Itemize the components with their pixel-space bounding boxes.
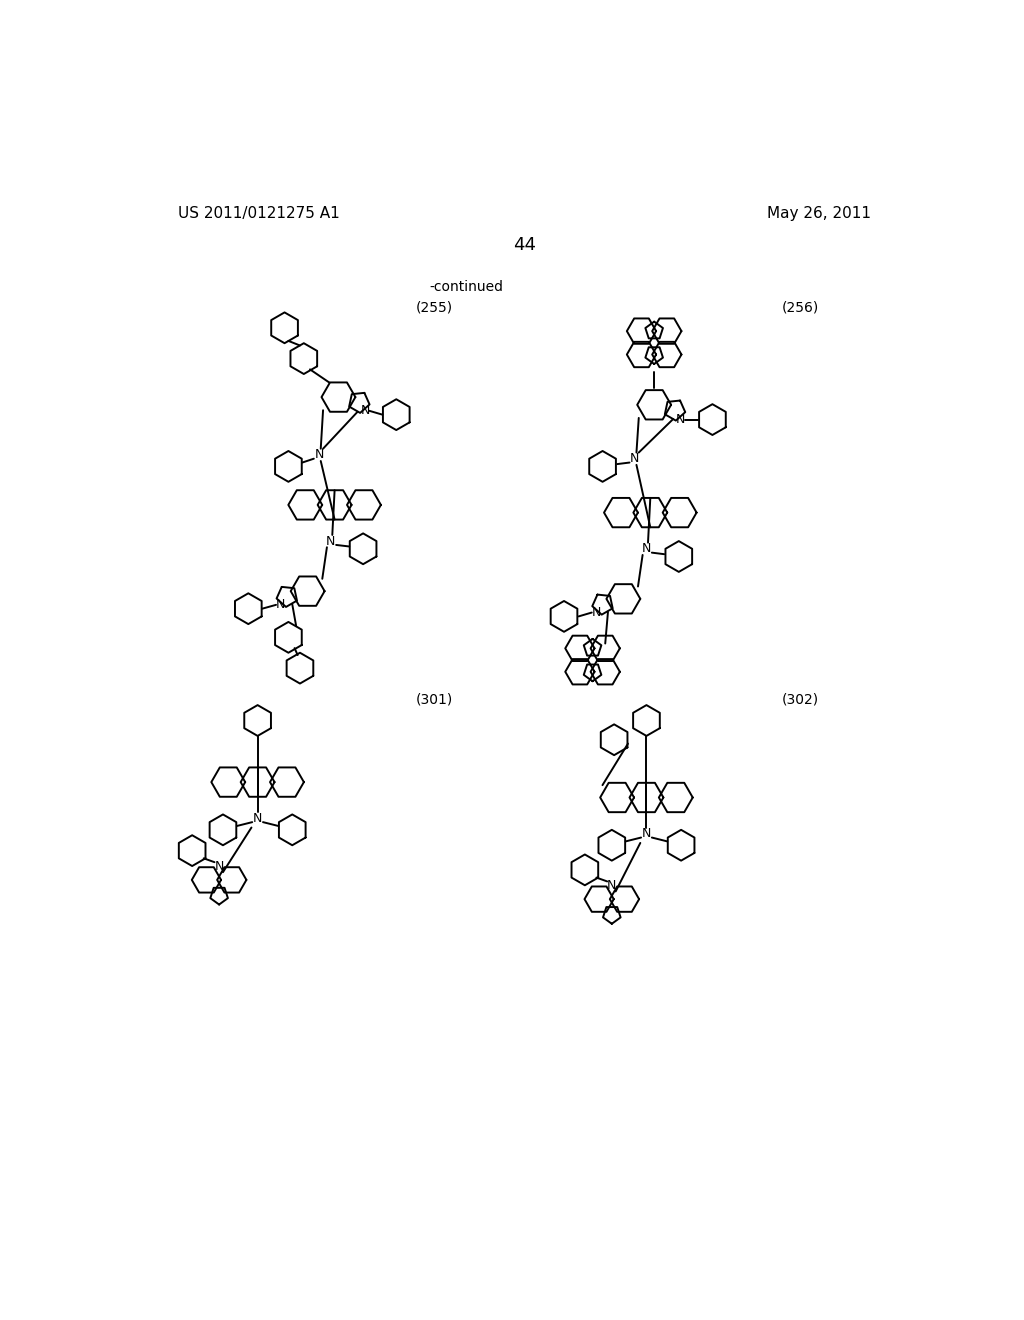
Text: N: N [214, 859, 224, 873]
Text: N: N [642, 828, 651, 841]
Text: (256): (256) [782, 300, 819, 314]
Text: N: N [253, 812, 262, 825]
Text: May 26, 2011: May 26, 2011 [767, 206, 871, 222]
Text: (302): (302) [782, 693, 819, 706]
Text: N: N [360, 404, 370, 417]
Text: US 2011/0121275 A1: US 2011/0121275 A1 [178, 206, 340, 222]
Text: N: N [630, 453, 640, 465]
Text: (255): (255) [416, 300, 453, 314]
Text: (301): (301) [416, 693, 453, 706]
Text: N: N [607, 879, 616, 892]
Text: N: N [642, 543, 651, 556]
Text: N: N [676, 413, 685, 426]
Text: 44: 44 [513, 236, 537, 253]
Text: N: N [592, 606, 601, 619]
Text: N: N [275, 598, 286, 611]
Text: N: N [326, 535, 336, 548]
Text: -continued: -continued [429, 280, 504, 294]
Text: N: N [314, 449, 324, 462]
